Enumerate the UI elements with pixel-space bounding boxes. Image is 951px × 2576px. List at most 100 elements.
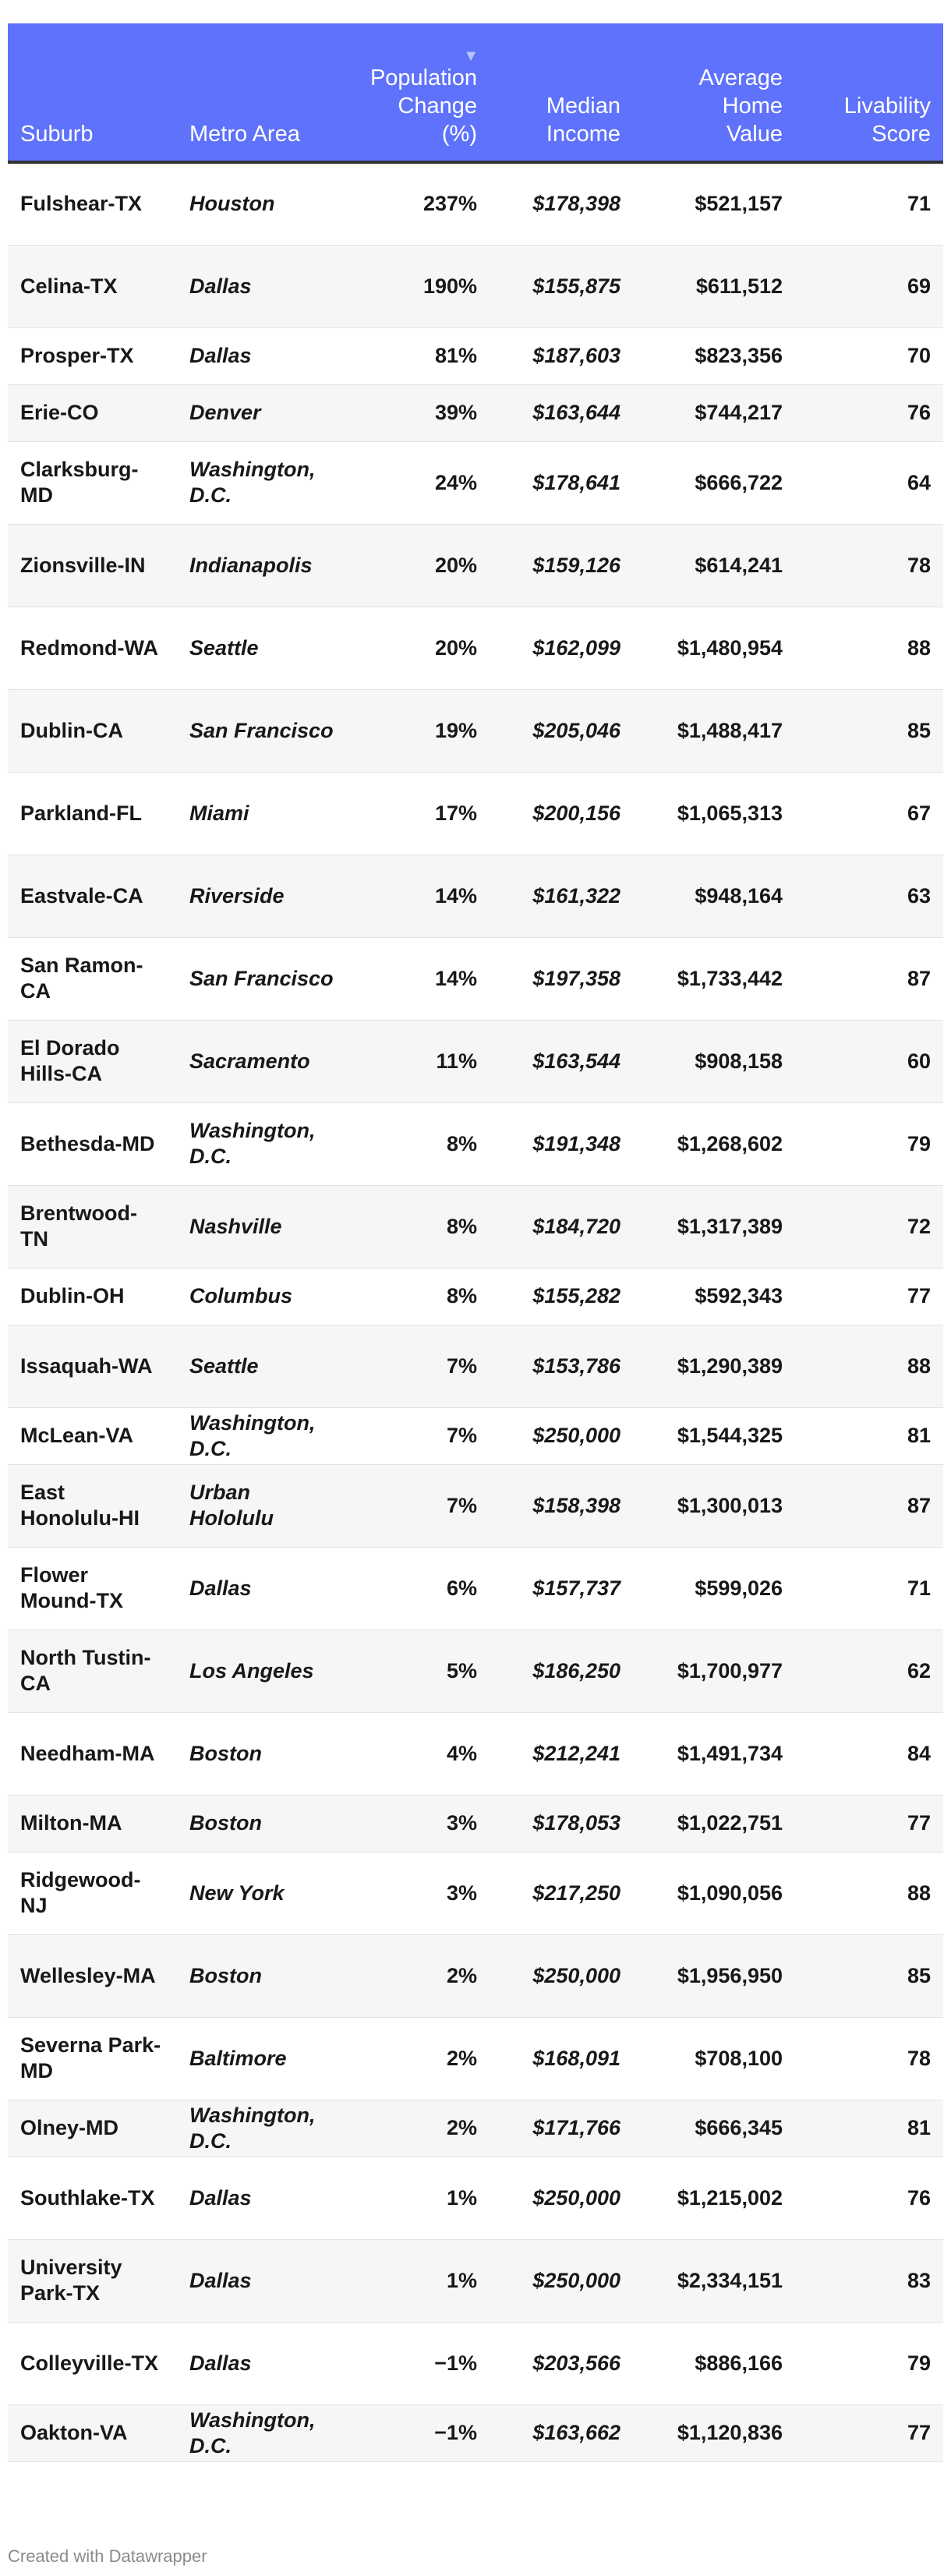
cell-livability-score: 84 [795, 1712, 943, 1796]
cell-suburb: East Honolulu-HI [8, 1464, 177, 1548]
cell-median-income: $186,250 [490, 1629, 633, 1713]
cell-population-change: 237% [346, 162, 490, 246]
cell-average-home-value: $1,700,977 [633, 1629, 795, 1713]
cell-livability-score: 79 [795, 2322, 943, 2405]
header-livability-score[interactable]: Livability Score [795, 23, 943, 164]
cell-population-change: 17% [346, 772, 490, 855]
cell-suburb: North Tustin-CA [8, 1629, 177, 1713]
header-income-line2: Income [546, 122, 620, 147]
cell-metro-area: Nashville [177, 1185, 346, 1269]
cell-median-income: $184,720 [490, 1185, 633, 1269]
header-median-income[interactable]: Median Income [490, 23, 633, 164]
cell-suburb: Colleyville-TX [8, 2322, 177, 2405]
cell-median-income: $162,099 [490, 607, 633, 690]
cell-livability-score: 71 [795, 1547, 943, 1630]
cell-average-home-value: $1,065,313 [633, 772, 795, 855]
suburbs-table: Suburb Metro Area ▼ Population Change (%… [8, 23, 943, 2462]
cell-population-change: 2% [346, 2100, 490, 2157]
header-population-change[interactable]: ▼ Population Change (%) [346, 23, 490, 164]
cell-population-change: 14% [346, 937, 490, 1021]
cell-suburb: Ridgewood-NJ [8, 1852, 177, 1935]
cell-suburb: Parkland-FL [8, 772, 177, 855]
cell-average-home-value: $1,544,325 [633, 1407, 795, 1465]
cell-metro-area: Boston [177, 1934, 346, 2018]
header-score-line2: Score [871, 122, 931, 147]
cell-population-change: −1% [346, 2322, 490, 2405]
table-row: Erie-CO Denver 39% $163,644 $744,217 76 [8, 384, 943, 442]
table-row: Parkland-FL Miami 17% $200,156 $1,065,313 67 [8, 772, 943, 855]
cell-metro-area: Miami [177, 772, 346, 855]
table-row: Eastvale-CA Riverside 14% $161,322 $948,164 6… [8, 855, 943, 938]
cell-median-income: $153,786 [490, 1325, 633, 1408]
table-row: University Park-TX Dallas 1% $250,000 $2,334… [8, 2239, 943, 2323]
table-row: Colleyville-TX Dallas −1% $203,566 $886,166 7… [8, 2322, 943, 2405]
cell-suburb: Severna Park-MD [8, 2017, 177, 2100]
table-row: East Honolulu-HI Urban Hololulu 7% $158,398… [8, 1464, 943, 1548]
cell-livability-score: 72 [795, 1185, 943, 1269]
cell-metro-area: Dallas [177, 1547, 346, 1630]
table-row: Wellesley-MA Boston 2% $250,000 $1,956,950 85 [8, 1934, 943, 2018]
header-metro-area[interactable]: Metro Area [177, 23, 346, 164]
cell-median-income: $161,322 [490, 855, 633, 938]
cell-livability-score: 64 [795, 441, 943, 525]
cell-median-income: $205,046 [490, 689, 633, 773]
cell-median-income: $163,662 [490, 2404, 633, 2462]
cell-metro-area: Dallas [177, 327, 346, 385]
cell-metro-area: San Francisco [177, 937, 346, 1021]
cell-average-home-value: $1,317,389 [633, 1185, 795, 1269]
cell-livability-score: 76 [795, 384, 943, 442]
cell-median-income: $178,398 [490, 162, 633, 246]
cell-median-income: $212,241 [490, 1712, 633, 1796]
header-average-home-value[interactable]: Average Home Value [633, 23, 795, 164]
cell-median-income: $197,358 [490, 937, 633, 1021]
cell-population-change: 7% [346, 1407, 490, 1465]
cell-metro-area: Seattle [177, 607, 346, 690]
cell-suburb: San Ramon-CA [8, 937, 177, 1021]
cell-suburb: University Park-TX [8, 2239, 177, 2323]
header-home-line3: Value [726, 122, 783, 147]
cell-average-home-value: $1,022,751 [633, 1795, 795, 1852]
table-row: Oakton-VA Washington, D.C. −1% $163,662 $1,1… [8, 2404, 943, 2462]
header-suburb[interactable]: Suburb [8, 23, 177, 164]
cell-population-change: 2% [346, 1934, 490, 2018]
cell-average-home-value: $908,158 [633, 1020, 795, 1103]
table-row: North Tustin-CA Los Angeles 5% $186,250 $1,7… [8, 1629, 943, 1713]
table-row: Flower Mound-TX Dallas 6% $157,737 $599,026 7… [8, 1547, 943, 1630]
cell-metro-area: New York [177, 1852, 346, 1935]
cell-population-change: 1% [346, 2157, 490, 2240]
cell-population-change: 6% [346, 1547, 490, 1630]
cell-suburb: Brentwood-TN [8, 1185, 177, 1269]
cell-median-income: $200,156 [490, 772, 633, 855]
cell-metro-area: Dallas [177, 2239, 346, 2323]
cell-metro-area: Dallas [177, 2322, 346, 2405]
header-score-line1: Livability [843, 94, 931, 119]
table-row: Severna Park-MD Baltimore 2% $168,091 $708,1… [8, 2017, 943, 2100]
cell-average-home-value: $666,345 [633, 2100, 795, 2157]
cell-median-income: $250,000 [490, 1934, 633, 2018]
cell-livability-score: 60 [795, 1020, 943, 1103]
cell-average-home-value: $948,164 [633, 855, 795, 938]
cell-median-income: $157,737 [490, 1547, 633, 1630]
cell-population-change: 24% [346, 441, 490, 525]
cell-suburb: Clarksburg-MD [8, 441, 177, 525]
cell-average-home-value: $1,300,013 [633, 1464, 795, 1548]
cell-average-home-value: $611,512 [633, 245, 795, 328]
cell-average-home-value: $744,217 [633, 384, 795, 442]
table-row: McLean-VA Washington, D.C. 7% $250,000 $1,54… [8, 1407, 943, 1465]
cell-average-home-value: $886,166 [633, 2322, 795, 2405]
cell-suburb: Zionsville-IN [8, 524, 177, 607]
cell-suburb: Celina-TX [8, 245, 177, 328]
cell-average-home-value: $1,480,954 [633, 607, 795, 690]
cell-median-income: $163,644 [490, 384, 633, 442]
header-home-line1: Average [698, 65, 783, 90]
header-row: Suburb Metro Area ▼ Population Change (%… [8, 23, 943, 164]
cell-suburb: Flower Mound-TX [8, 1547, 177, 1630]
cell-average-home-value: $521,157 [633, 162, 795, 246]
cell-average-home-value: $599,026 [633, 1547, 795, 1630]
header-suburb-label: Suburb [20, 122, 94, 147]
cell-median-income: $203,566 [490, 2322, 633, 2405]
cell-population-change: 81% [346, 327, 490, 385]
cell-median-income: $163,544 [490, 1020, 633, 1103]
cell-livability-score: 88 [795, 1325, 943, 1408]
cell-average-home-value: $708,100 [633, 2017, 795, 2100]
